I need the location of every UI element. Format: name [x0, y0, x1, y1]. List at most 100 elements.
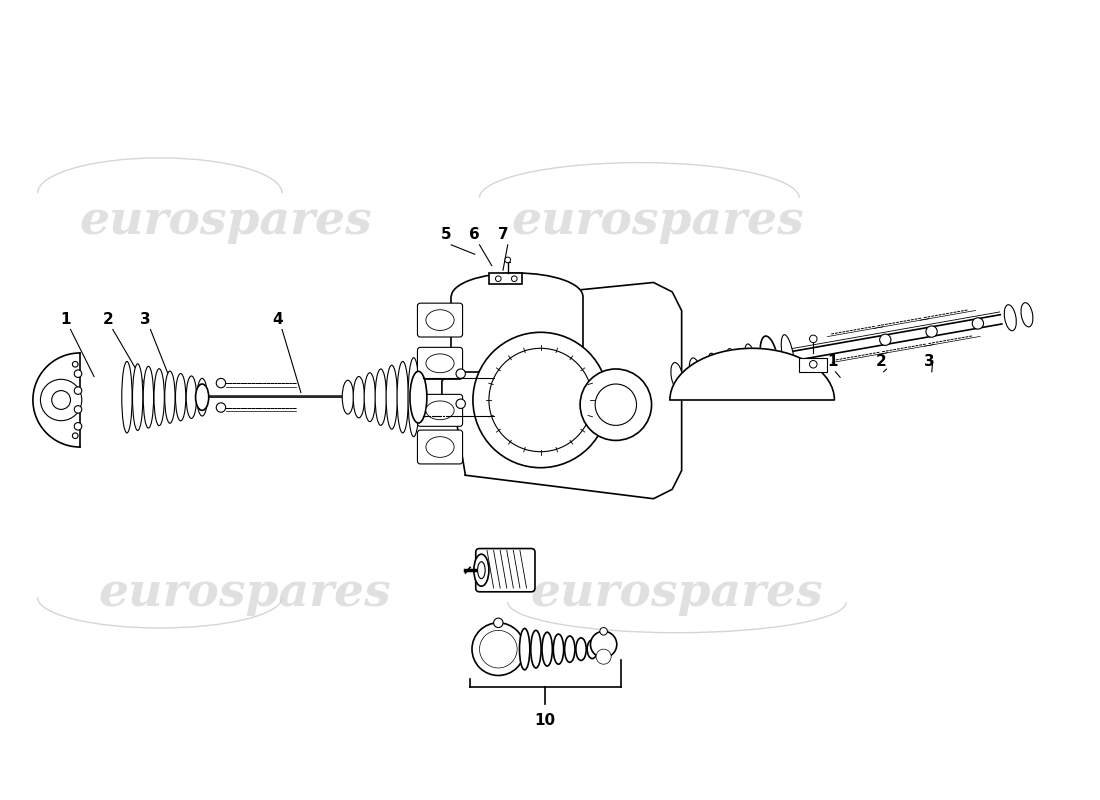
Ellipse shape — [426, 401, 454, 420]
Ellipse shape — [186, 376, 197, 418]
FancyBboxPatch shape — [418, 303, 463, 337]
Ellipse shape — [154, 369, 164, 426]
Ellipse shape — [530, 630, 541, 668]
Ellipse shape — [745, 344, 758, 383]
Circle shape — [512, 276, 517, 282]
Ellipse shape — [553, 634, 563, 664]
Ellipse shape — [122, 362, 132, 433]
Bar — [488, 273, 521, 284]
Circle shape — [494, 618, 503, 627]
Circle shape — [41, 379, 81, 421]
Ellipse shape — [474, 554, 488, 586]
Circle shape — [595, 384, 637, 426]
Ellipse shape — [143, 366, 154, 428]
Text: 3: 3 — [141, 312, 151, 326]
Circle shape — [580, 369, 651, 441]
Circle shape — [73, 362, 78, 367]
Text: eurospares: eurospares — [530, 570, 823, 616]
Circle shape — [488, 348, 592, 452]
Text: 1: 1 — [827, 354, 838, 369]
Text: 2: 2 — [102, 312, 113, 326]
Text: 4: 4 — [272, 312, 283, 326]
Ellipse shape — [587, 640, 597, 658]
Ellipse shape — [1071, 297, 1082, 315]
Ellipse shape — [342, 380, 353, 414]
Circle shape — [926, 326, 937, 338]
Text: 7: 7 — [497, 227, 508, 242]
Text: eurospares: eurospares — [98, 570, 390, 616]
Text: 2: 2 — [876, 354, 887, 369]
Circle shape — [880, 334, 891, 346]
Ellipse shape — [1088, 294, 1099, 311]
Circle shape — [495, 276, 502, 282]
Circle shape — [972, 318, 983, 329]
Circle shape — [75, 422, 81, 430]
Ellipse shape — [176, 374, 186, 421]
Ellipse shape — [542, 632, 552, 666]
Circle shape — [810, 335, 817, 342]
Text: 3: 3 — [924, 354, 934, 369]
FancyBboxPatch shape — [418, 394, 463, 426]
Ellipse shape — [197, 378, 207, 416]
Circle shape — [456, 399, 465, 409]
FancyBboxPatch shape — [418, 430, 463, 464]
Bar — [800, 358, 827, 372]
Ellipse shape — [132, 364, 143, 430]
Ellipse shape — [165, 371, 175, 423]
Ellipse shape — [353, 377, 364, 418]
Ellipse shape — [707, 354, 721, 386]
Ellipse shape — [408, 358, 419, 437]
Text: 8: 8 — [748, 354, 758, 369]
Ellipse shape — [726, 349, 739, 385]
Circle shape — [75, 387, 81, 394]
Circle shape — [217, 378, 226, 388]
Circle shape — [75, 370, 81, 378]
Circle shape — [591, 631, 617, 658]
Circle shape — [456, 369, 465, 378]
Circle shape — [810, 361, 817, 368]
Text: 6: 6 — [470, 227, 481, 242]
Ellipse shape — [364, 373, 375, 422]
Text: eurospares: eurospares — [512, 198, 804, 244]
FancyBboxPatch shape — [418, 347, 463, 379]
Ellipse shape — [386, 366, 397, 429]
Ellipse shape — [690, 358, 702, 389]
Ellipse shape — [1021, 302, 1033, 327]
Ellipse shape — [1055, 298, 1066, 319]
Polygon shape — [670, 348, 834, 400]
Ellipse shape — [1004, 305, 1016, 330]
Circle shape — [52, 390, 70, 410]
Circle shape — [75, 406, 81, 413]
Polygon shape — [442, 282, 682, 498]
Ellipse shape — [426, 310, 454, 330]
Circle shape — [472, 623, 525, 675]
Text: 10: 10 — [535, 713, 556, 728]
Ellipse shape — [564, 636, 575, 662]
Ellipse shape — [410, 371, 427, 423]
Ellipse shape — [671, 362, 683, 390]
Text: 1: 1 — [60, 312, 72, 326]
Ellipse shape — [519, 629, 530, 670]
Ellipse shape — [477, 562, 485, 578]
Ellipse shape — [576, 638, 586, 661]
Ellipse shape — [781, 334, 795, 379]
Ellipse shape — [760, 336, 779, 384]
Polygon shape — [451, 273, 583, 372]
Ellipse shape — [426, 354, 454, 373]
Circle shape — [480, 630, 517, 668]
Ellipse shape — [196, 384, 209, 410]
Ellipse shape — [763, 339, 777, 381]
Circle shape — [600, 627, 607, 635]
Circle shape — [73, 433, 78, 438]
Circle shape — [596, 649, 612, 664]
Text: 5: 5 — [441, 227, 452, 242]
Ellipse shape — [1037, 301, 1049, 323]
Circle shape — [217, 403, 226, 412]
Ellipse shape — [397, 362, 408, 433]
Circle shape — [473, 332, 608, 468]
Text: eurospares: eurospares — [79, 198, 372, 244]
FancyBboxPatch shape — [475, 549, 535, 592]
Circle shape — [505, 257, 510, 262]
Ellipse shape — [375, 369, 386, 426]
Ellipse shape — [426, 437, 454, 458]
